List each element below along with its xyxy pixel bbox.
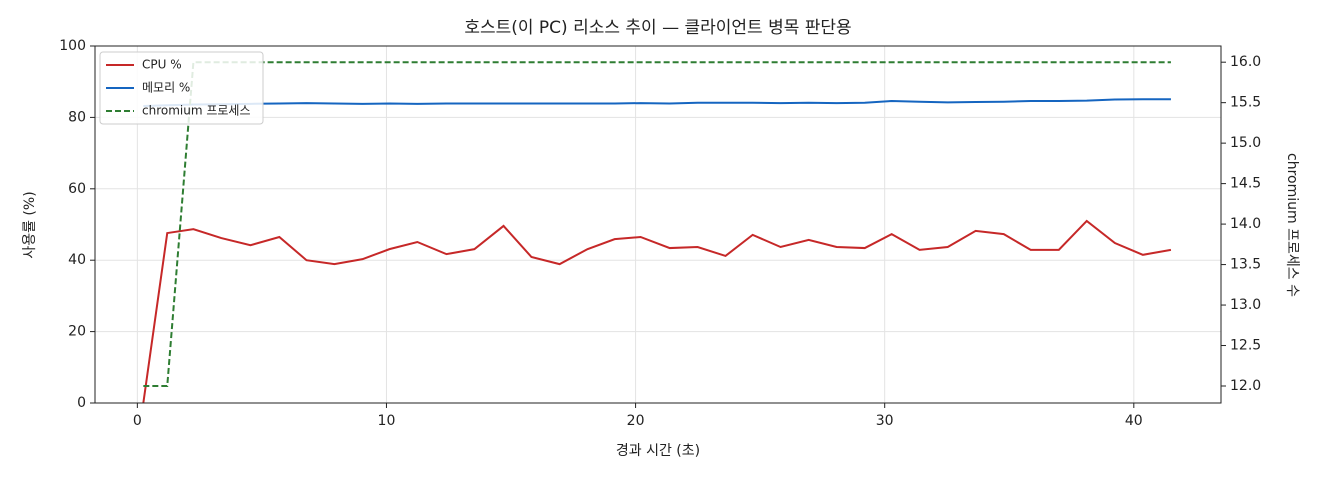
legend-label: chromium 프로세스 bbox=[142, 104, 251, 118]
legend-label: CPU % bbox=[142, 58, 182, 72]
x-axis-label: 경과 시간 (초) bbox=[616, 443, 700, 459]
legend: CPU % 메모리 % chromium 프로세스 bbox=[99, 51, 264, 125]
series-line bbox=[143, 61, 1171, 387]
x-tick-label: 40 bbox=[1125, 413, 1143, 429]
plot-frame bbox=[94, 45, 1222, 404]
y-tick-label: 0 bbox=[77, 395, 86, 411]
legend-label: 메모리 % bbox=[142, 81, 190, 95]
y2-tick-label: 16.0 bbox=[1230, 54, 1261, 70]
series-line bbox=[142, 219, 1172, 404]
x-tick-label: 30 bbox=[876, 413, 894, 429]
y2-tick-label: 12.0 bbox=[1230, 378, 1261, 394]
legend-box bbox=[99, 51, 264, 125]
y-tick-label: 60 bbox=[68, 181, 86, 197]
y2-tick-label: 13.5 bbox=[1230, 257, 1261, 273]
y-axis-label: 사용률 (%) bbox=[22, 191, 38, 258]
y-tick-label: 100 bbox=[59, 38, 86, 54]
y2-tick-label: 13.0 bbox=[1230, 297, 1261, 313]
y2-tick-label: 14.0 bbox=[1230, 216, 1261, 232]
y2-tick-label: 12.5 bbox=[1230, 338, 1261, 354]
x-tick-label: 10 bbox=[378, 413, 396, 429]
x-tick-label: 20 bbox=[627, 413, 645, 429]
y2-axis-label: chromium 프로세스 수 bbox=[1284, 153, 1300, 297]
y-tick-label: 40 bbox=[68, 252, 86, 268]
series-line bbox=[143, 98, 1171, 107]
y2-tick-label: 15.5 bbox=[1230, 95, 1261, 111]
y-tick-label: 80 bbox=[68, 109, 86, 125]
y2-tick-label: 15.0 bbox=[1230, 135, 1261, 151]
x-tick-label: 0 bbox=[133, 413, 142, 429]
y2-tick-label: 14.5 bbox=[1230, 176, 1261, 192]
chart-title: 호스트(이 PC) 리소스 추이 — 클라이언트 병목 판단용 bbox=[464, 18, 851, 38]
y-tick-label: 20 bbox=[68, 324, 86, 340]
